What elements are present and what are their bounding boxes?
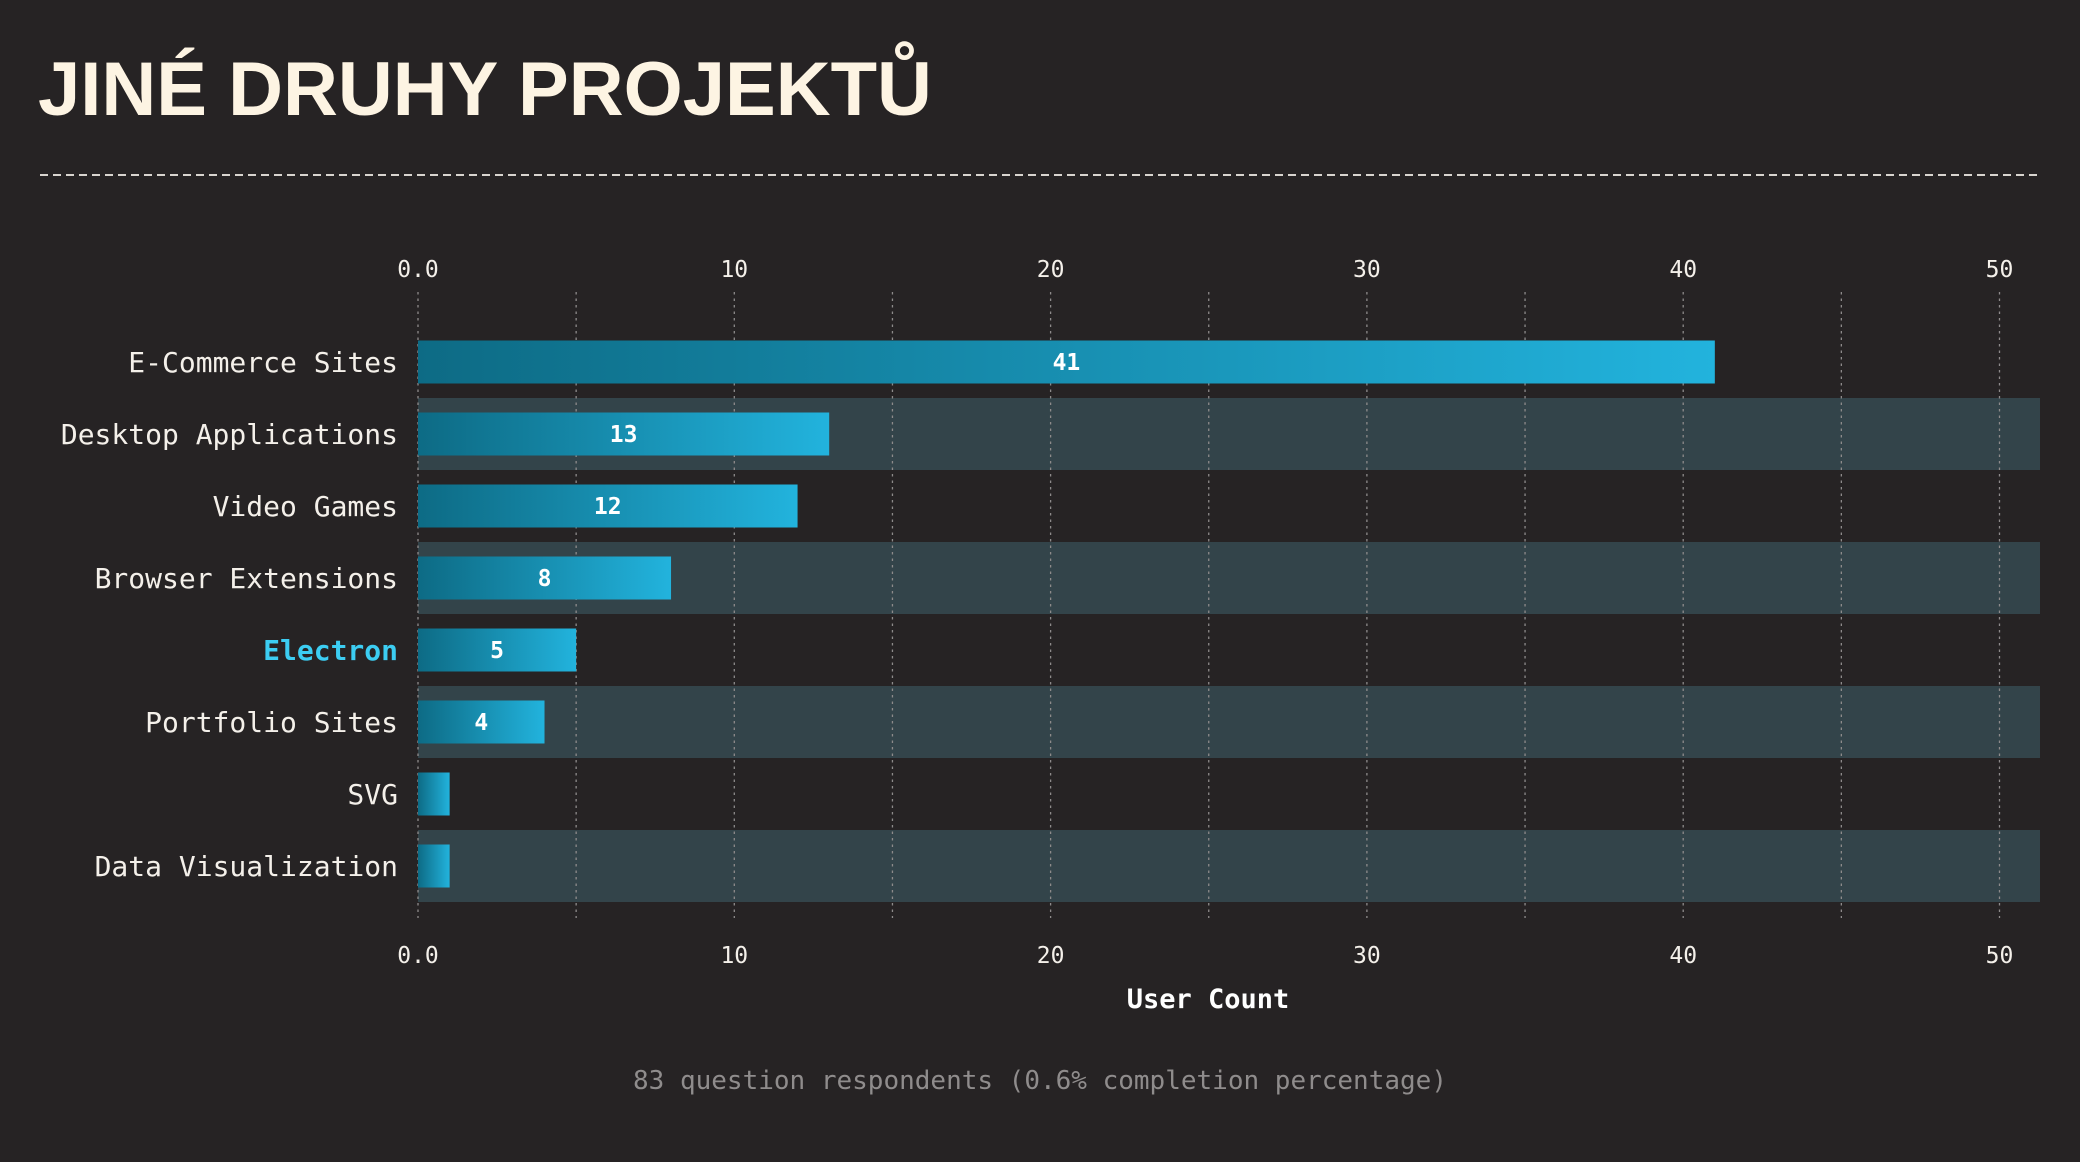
- category-labels: E-Commerce Sites Desktop Applications Vide…: [61, 346, 398, 883]
- category-label: Video Games: [213, 490, 398, 523]
- bar-value-label: 5: [490, 638, 504, 664]
- x-tick-label-top: 0.0: [397, 257, 439, 283]
- bar: [418, 340, 1715, 384]
- category-label: Electron: [263, 634, 398, 667]
- row-band: [418, 686, 2040, 758]
- bar: [418, 700, 545, 744]
- bar-value-label: 4: [474, 710, 488, 736]
- bar-value-label: 8: [538, 566, 552, 592]
- row-band: [418, 830, 2040, 902]
- page-title: JINÉ DRUHY PROJEKTŮ: [38, 42, 932, 132]
- x-tick-label-top: 20: [1037, 257, 1065, 283]
- x-tick-label-bottom: 10: [720, 943, 748, 969]
- x-tick-label-bottom: 50: [1986, 943, 2014, 969]
- category-label: Portfolio Sites: [145, 706, 398, 739]
- bars: 41 13 12 8 5 4: [418, 340, 1715, 888]
- bar: [418, 412, 830, 456]
- bar: [418, 556, 672, 600]
- x-tick-label-top: 40: [1669, 257, 1697, 283]
- row-bands: [418, 398, 2040, 902]
- x-tick-label-bottom: 40: [1669, 943, 1697, 969]
- x-tick-label-bottom: 30: [1353, 943, 1381, 969]
- bar: [418, 844, 450, 888]
- x-tick-label-bottom: 0.0: [397, 943, 439, 969]
- category-label: Browser Extensions: [95, 562, 398, 595]
- category-label: Data Visualization: [95, 850, 398, 883]
- x-tick-label-top: 10: [720, 257, 748, 283]
- category-label: E-Commerce Sites: [128, 346, 398, 379]
- x-tick-label-bottom: 20: [1037, 943, 1065, 969]
- category-label: SVG: [347, 778, 398, 811]
- x-axis-label: User Count: [1127, 984, 1290, 1015]
- x-axis-ticks: 0.0 0.0 10 10 20 20 30 30 40 40 50 50: [397, 257, 2013, 969]
- bar-value-label: 12: [594, 494, 622, 520]
- x-tick-label-top: 30: [1353, 257, 1381, 283]
- category-label: Desktop Applications: [61, 418, 398, 451]
- bar-value-label: 41: [1053, 350, 1081, 376]
- row-band: [418, 542, 2040, 614]
- bar: [418, 484, 798, 528]
- grid-lines: [417, 292, 2001, 918]
- respondents-note: 83 question respondents (0.6% completion…: [633, 1066, 1447, 1096]
- x-tick-label-top: 50: [1986, 257, 2014, 283]
- bar-value-label: 13: [610, 422, 638, 448]
- bar: [418, 628, 577, 672]
- bar: [418, 772, 450, 816]
